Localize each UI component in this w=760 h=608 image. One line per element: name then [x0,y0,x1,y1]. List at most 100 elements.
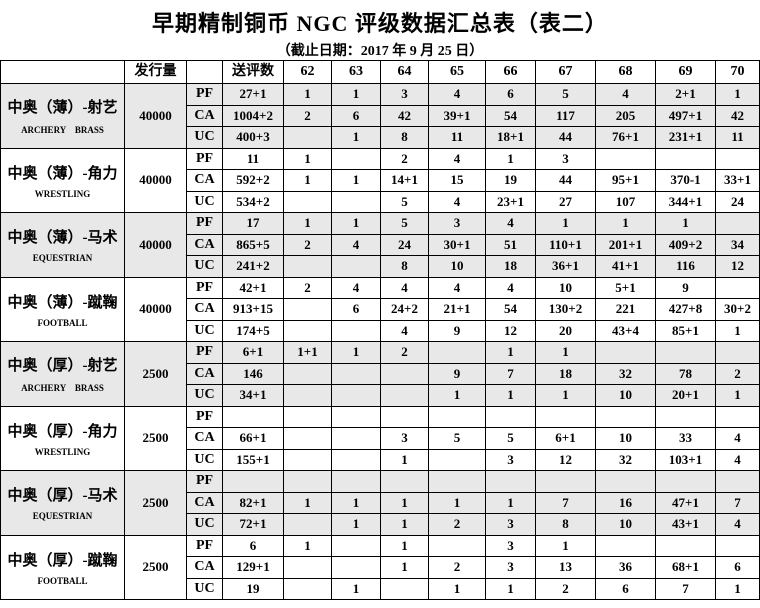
grade-count-cell: 1 [380,491,429,514]
grade-count-cell: 85+1 [655,319,716,342]
grade-count-cell [283,255,332,278]
submitted-count-cell: 155+1 [222,448,284,471]
grade-count-cell: 44 [535,126,596,149]
grade-count-cell: 2 [380,341,429,364]
coin-name-cn: 中奥（薄）-角力 [7,165,118,182]
grade-count-cell: 1 [331,341,381,364]
coin-name-en: EQUESTRIAN [32,253,93,264]
grade-count-cell: 20+1 [655,384,716,407]
grade-count-cell: 3 [485,448,536,471]
grade-count-cell: 1 [283,83,332,106]
grade-count-cell [535,470,596,493]
grade-cell: CA [186,362,223,385]
grade-cell: CA [186,556,223,579]
grade-cell: PF [186,276,223,299]
coin-name-cn: 中奥（薄）-马术 [7,230,118,247]
column-header: 送评数 [222,60,284,84]
submitted-count-cell: 592+2 [222,169,284,192]
grade-count-cell: 16 [595,491,656,514]
grade-count-cell [595,147,656,170]
coin-name-cn: 中奥（薄）-射艺 [7,99,118,116]
grade-count-cell: 1 [715,577,760,600]
grade-count-cell: 4 [331,233,381,256]
grade-cell: CA [186,491,223,514]
grade-count-cell: 1 [485,491,536,514]
coin-name-cell: 中奥（薄）-马术 EQUESTRIAN [0,212,125,278]
grade-count-cell [655,470,716,493]
grade-cell: CA [186,427,223,450]
grade-cell: PF [186,147,223,170]
table-row: CA 913+15 6 24+2 21+1 54 130+2 221 427+8 30+2 [1,298,760,321]
grade-count-cell [331,255,381,278]
grade-count-cell: 1 [485,341,536,364]
coin-name-en: FOOTBALL [37,317,88,328]
grade-count-cell: 2 [380,147,429,170]
grade-count-cell: 4 [715,448,760,471]
table-row: 中奥（薄）-马术 EQUESTRIAN 40000 PF 17 1 1 5 3 4 1 1 1 [0,212,760,278]
grade-count-cell [715,470,760,493]
grade-count-cell: 15 [428,169,486,192]
grade-count-cell: 1 [485,147,536,170]
grade-count-cell: 1 [428,491,486,514]
grade-count-cell [380,384,429,407]
grade-count-cell [380,362,429,385]
grade-count-cell: 13 [535,556,596,579]
submitted-count-cell: 534+2 [222,190,284,213]
grade-cell: UC [186,448,223,471]
coin-name-cell: 中奥（厚）-蹴鞠 FOOTBALL [0,534,125,600]
grade-count-cell: 34 [715,233,760,256]
mintage-cell: 40000 [124,83,187,149]
coin-name-cn: 中奥（厚）-马术 [7,488,118,505]
grade-count-cell [655,405,716,428]
grade-count-cell: 21+1 [428,298,486,321]
grade-count-cell: 2 [535,577,596,600]
coin-name-cell: 中奥（薄）-角力 WRESTLING [0,147,125,213]
grade-count-cell: 1 [485,384,536,407]
grade-count-cell: 27 [535,190,596,213]
mintage-cell: 2500 [124,341,187,407]
grade-count-cell: 6 [715,556,760,579]
grade-count-cell: 2 [715,362,760,385]
grade-count-cell: 43+4 [595,319,656,342]
grade-count-cell: 1 [595,212,656,235]
table-row: UC 400+3 1 8 11 18+1 44 76+1 231+1 11 [1,126,760,149]
grade-count-cell [283,190,332,213]
grade-count-cell: 95+1 [595,169,656,192]
coin-name-en: ARCHERY BRASS [21,382,104,393]
coin-name-en: EQUESTRIAN [32,511,93,522]
grade-count-cell [428,405,486,428]
grade-cell: CA [186,169,223,192]
table-row: 中奥（薄）-射艺 ARCHERY BRASS 40000 PF 27+1 1 1 3 4 6 5 4 2… [0,83,760,149]
grade-count-cell [283,427,332,450]
column-header [186,60,223,84]
column-header: 67 [535,60,596,84]
grade-count-cell: 7 [715,491,760,514]
submitted-count-cell: 34+1 [222,384,284,407]
grade-count-cell [283,405,332,428]
grade-count-cell [331,362,381,385]
grade-count-cell [380,405,429,428]
grade-count-cell: 1 [283,491,332,514]
grade-count-cell: 103+1 [655,448,716,471]
grade-count-cell: 130+2 [535,298,596,321]
header-row: 发行量 送评数 62 63 64 65 66 67 68 69 70 [0,60,760,84]
grade-count-cell: 4 [428,147,486,170]
grade-count-cell: 2+1 [655,83,716,106]
grade-count-cell: 2 [428,556,486,579]
grade-count-cell: 9 [428,319,486,342]
grade-count-cell [331,556,381,579]
column-header: 66 [485,60,536,84]
table-row: 中奥（厚）-蹴鞠 FOOTBALL 2500 PF 6 1 1 3 1 [0,534,760,600]
grade-count-cell: 78 [655,362,716,385]
grade-count-cell: 1 [535,212,596,235]
grade-count-cell: 2 [283,104,332,127]
grade-count-cell: 1+1 [283,341,332,364]
grade-count-cell [595,405,656,428]
grade-count-cell: 76+1 [595,126,656,149]
grade-count-cell [655,341,716,364]
grade-count-cell: 1 [535,384,596,407]
grade-count-cell: 1 [380,534,429,557]
grade-cell: UC [186,319,223,342]
coin-name-cell: 中奥（厚）-马术 EQUESTRIAN [0,470,125,536]
submitted-count-cell: 865+5 [222,233,284,256]
